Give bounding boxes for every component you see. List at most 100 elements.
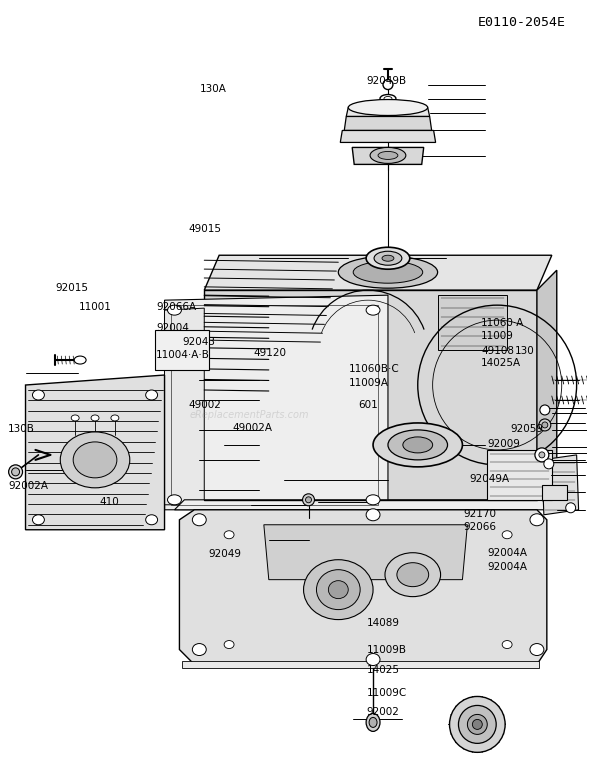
Ellipse shape	[539, 419, 551, 431]
Text: 92059: 92059	[510, 425, 543, 434]
Text: 92170: 92170	[464, 508, 497, 519]
Ellipse shape	[374, 251, 402, 266]
Ellipse shape	[111, 415, 119, 421]
Ellipse shape	[348, 99, 428, 116]
Ellipse shape	[382, 255, 394, 261]
Polygon shape	[264, 525, 467, 580]
Text: 130: 130	[514, 346, 534, 355]
Ellipse shape	[369, 718, 377, 727]
Bar	[542, 485, 567, 500]
Ellipse shape	[384, 97, 392, 101]
Polygon shape	[179, 510, 547, 665]
Ellipse shape	[458, 705, 496, 744]
Polygon shape	[25, 375, 165, 530]
Ellipse shape	[378, 152, 398, 159]
Ellipse shape	[473, 719, 482, 729]
Ellipse shape	[192, 644, 206, 655]
Ellipse shape	[74, 356, 86, 364]
Ellipse shape	[366, 495, 380, 505]
Ellipse shape	[32, 515, 44, 525]
Text: 92009: 92009	[487, 438, 520, 448]
Ellipse shape	[502, 531, 512, 539]
Ellipse shape	[370, 148, 406, 163]
Ellipse shape	[303, 560, 373, 619]
Ellipse shape	[168, 495, 181, 505]
Text: 130A: 130A	[200, 84, 227, 94]
Ellipse shape	[388, 430, 448, 460]
Text: 11009C: 11009C	[367, 688, 407, 698]
Ellipse shape	[9, 465, 22, 479]
Text: 11060B·C: 11060B·C	[349, 365, 400, 374]
Text: 14025: 14025	[367, 665, 400, 675]
Polygon shape	[345, 116, 432, 130]
Ellipse shape	[403, 437, 432, 453]
Text: 130B: 130B	[8, 425, 35, 434]
Polygon shape	[346, 108, 430, 116]
Ellipse shape	[71, 415, 79, 421]
Ellipse shape	[91, 415, 99, 421]
Text: 11060·A: 11060·A	[481, 318, 525, 328]
Polygon shape	[352, 148, 424, 165]
Ellipse shape	[380, 95, 396, 102]
Text: 92004A: 92004A	[487, 548, 527, 558]
Ellipse shape	[366, 508, 380, 521]
Text: 92015: 92015	[55, 283, 88, 293]
Polygon shape	[204, 255, 552, 291]
Polygon shape	[340, 130, 435, 142]
Text: 11009A: 11009A	[349, 378, 389, 387]
Text: 14089: 14089	[367, 618, 400, 628]
Ellipse shape	[338, 256, 438, 288]
Ellipse shape	[397, 562, 429, 587]
Text: 92004: 92004	[156, 323, 189, 333]
Ellipse shape	[450, 697, 505, 752]
Text: 92002: 92002	[367, 707, 400, 717]
Ellipse shape	[366, 305, 380, 316]
Ellipse shape	[366, 248, 410, 269]
Ellipse shape	[329, 580, 348, 598]
Polygon shape	[537, 270, 557, 500]
Text: 92066A: 92066A	[156, 302, 196, 312]
Text: 92049B: 92049B	[367, 76, 407, 86]
Text: 11009: 11009	[481, 331, 514, 341]
Text: 49120: 49120	[254, 348, 287, 358]
Text: 49002A: 49002A	[232, 423, 272, 433]
Bar	[155, 330, 209, 370]
Ellipse shape	[366, 654, 380, 665]
Ellipse shape	[224, 531, 234, 539]
Text: 49015: 49015	[188, 224, 221, 234]
Ellipse shape	[168, 305, 181, 316]
Ellipse shape	[60, 432, 130, 488]
Ellipse shape	[502, 640, 512, 648]
Polygon shape	[165, 308, 204, 505]
Ellipse shape	[303, 494, 314, 506]
Polygon shape	[182, 661, 539, 668]
Text: eReplacementParts.com: eReplacementParts.com	[189, 410, 309, 420]
Polygon shape	[165, 295, 388, 510]
Text: 92004A: 92004A	[487, 562, 527, 572]
Ellipse shape	[383, 80, 393, 90]
Text: 601: 601	[358, 400, 378, 409]
Ellipse shape	[353, 261, 422, 284]
Ellipse shape	[530, 514, 544, 526]
Ellipse shape	[146, 515, 158, 525]
Text: 92049: 92049	[209, 549, 242, 559]
Ellipse shape	[12, 468, 19, 476]
Bar	[172, 305, 378, 505]
Text: 49002: 49002	[188, 400, 221, 409]
Ellipse shape	[224, 640, 234, 648]
Text: 49108: 49108	[481, 346, 514, 355]
Ellipse shape	[146, 390, 158, 400]
Text: 92043: 92043	[182, 337, 215, 348]
Ellipse shape	[530, 644, 544, 655]
Ellipse shape	[32, 390, 44, 400]
Ellipse shape	[385, 553, 441, 597]
Text: 410: 410	[99, 497, 119, 507]
Text: 92049A: 92049A	[470, 474, 510, 484]
Bar	[438, 295, 507, 350]
Ellipse shape	[467, 715, 487, 734]
Polygon shape	[204, 291, 537, 500]
Polygon shape	[175, 500, 552, 510]
Text: 92066: 92066	[464, 522, 497, 532]
Ellipse shape	[544, 459, 554, 469]
Text: 11009B: 11009B	[367, 645, 407, 655]
